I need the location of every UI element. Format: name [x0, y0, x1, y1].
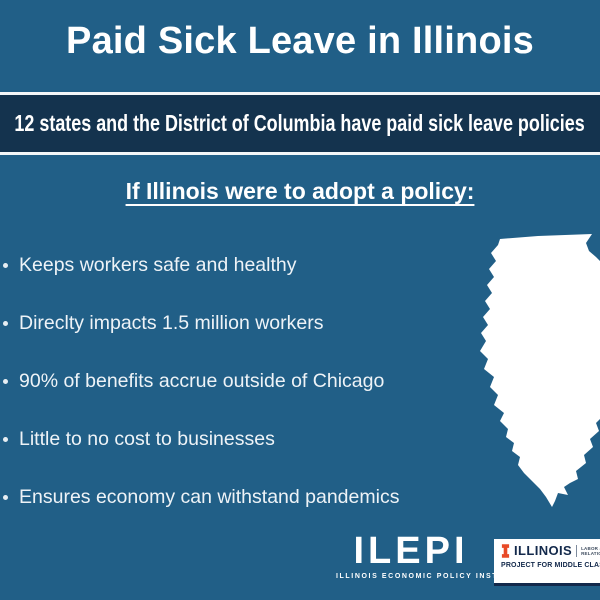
list-item: Little to no cost to businesses: [0, 426, 470, 452]
partner-logo-box: ILLINOIS LABOR & EMPLOYMENT RELATIONS PR…: [494, 539, 600, 586]
partner-logo-divider: [576, 545, 578, 557]
illinois-map-icon: [478, 230, 600, 510]
list-item: Keeps workers safe and healthy: [0, 252, 470, 278]
section-heading: If Illinois were to adopt a policy:: [125, 178, 475, 204]
stat-strip: 12 states and the District of Columbia h…: [0, 95, 600, 152]
list-item: Ensures economy can withstand pandemics: [0, 484, 470, 510]
stat-strip-text: 12 states and the District of Columbia h…: [14, 110, 586, 136]
divider-line-bottom: [0, 152, 600, 155]
partner-project-name: PROJECT FOR MIDDLE CLASS RENEWAL: [501, 562, 600, 569]
ilepi-logo: ILEPI ILLINOIS ECONOMIC POLICY INSTITUTE: [336, 530, 527, 580]
partner-logo-row: ILLINOIS LABOR & EMPLOYMENT RELATIONS: [501, 544, 600, 558]
list-item: 90% of benefits accrue outside of Chicag…: [0, 368, 470, 394]
partner-unit-name: LABOR & EMPLOYMENT RELATIONS: [581, 546, 600, 557]
divider-line-top: [0, 92, 600, 95]
ilepi-full-name: ILLINOIS ECONOMIC POLICY INSTITUTE: [336, 573, 527, 580]
ilepi-acronym: ILEPI: [353, 530, 469, 572]
page-title: Paid Sick Leave in Illinois: [66, 20, 534, 62]
partner-university-name: ILLINOIS: [514, 543, 573, 558]
partner-unit-line1: LABOR & EMPLOYMENT: [581, 545, 600, 551]
partner-unit-line2: RELATIONS: [581, 551, 600, 556]
block-i-icon: [501, 544, 510, 558]
list-item: Direclty impacts 1.5 million workers: [0, 310, 470, 336]
benefits-list: Keeps workers safe and healthy Direclty …: [0, 252, 470, 510]
